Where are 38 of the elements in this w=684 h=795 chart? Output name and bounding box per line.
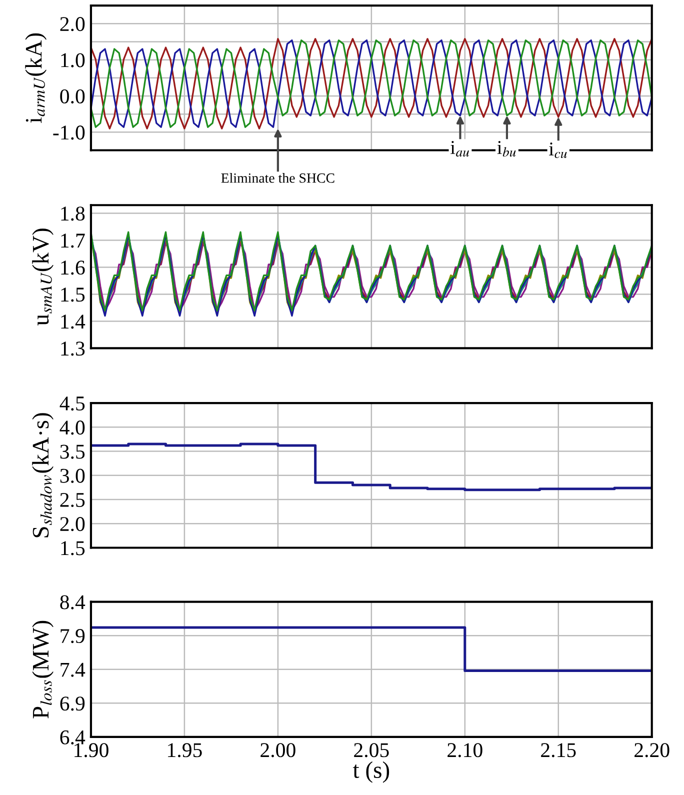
y-tick-label: 1.6 <box>61 260 85 275</box>
x-tick-label: 2.10 <box>448 743 482 758</box>
x-tick-label: 1.95 <box>168 743 202 758</box>
y-tick-label: 4.0 <box>60 420 85 435</box>
y-tick-label: 4.5 <box>60 396 85 411</box>
y-tick-label: 1.0 <box>61 53 85 68</box>
y-tick-label: -1.0 <box>53 126 85 140</box>
y-tick-label: 2.5 <box>60 492 85 508</box>
y-tick-label: 1.3 <box>61 342 85 356</box>
y-tick-label: 7.9 <box>60 629 85 644</box>
x-tick-label: 2.00 <box>260 743 296 758</box>
x-axis-title: t (s) <box>352 761 390 783</box>
annotation: i$_{cu}$ <box>549 142 567 158</box>
y-tick-label: 6.4 <box>60 730 86 744</box>
y-tick-label: 0.0 <box>60 89 85 104</box>
y-tick-label: 8.4 <box>60 595 86 610</box>
y-tick-label: 3.0 <box>60 468 85 483</box>
x-tick-label: 2.05 <box>354 743 389 758</box>
y-axis-title: P$_{loss}$(MW) <box>32 620 54 718</box>
y-tick-label: 1.7 <box>61 234 85 248</box>
x-tick-label: 1.90 <box>74 743 108 758</box>
y-axis-title: S$_{shadow}$(kA·s) <box>32 413 54 538</box>
x-tick-label: 2.20 <box>634 743 670 758</box>
x-tick-label: 2.15 <box>541 743 576 758</box>
y-tick-label: 1.4 <box>61 314 86 329</box>
y-tick-label: 7.4 <box>60 662 86 677</box>
annotation: i$_{bu}$ <box>497 140 516 157</box>
y-tick-label: 2.0 <box>60 517 85 532</box>
y-axis-title: u$_{smAU}$(kV) <box>32 228 54 326</box>
y-tick-label: 3.5 <box>60 444 85 459</box>
y-tick-label: 1.8 <box>61 206 85 221</box>
annotation: i$_{au}$ <box>450 140 470 157</box>
annotation: Eliminate the SHCC <box>221 172 334 183</box>
y-tick-label: 1.5 <box>61 288 85 302</box>
y-tick-label: 6.9 <box>60 696 85 711</box>
y-tick-label: 2.0 <box>60 17 85 32</box>
y-tick-label: 1.5 <box>61 541 85 556</box>
y-axis-title: i$_{armU}$(kA) <box>25 33 47 123</box>
